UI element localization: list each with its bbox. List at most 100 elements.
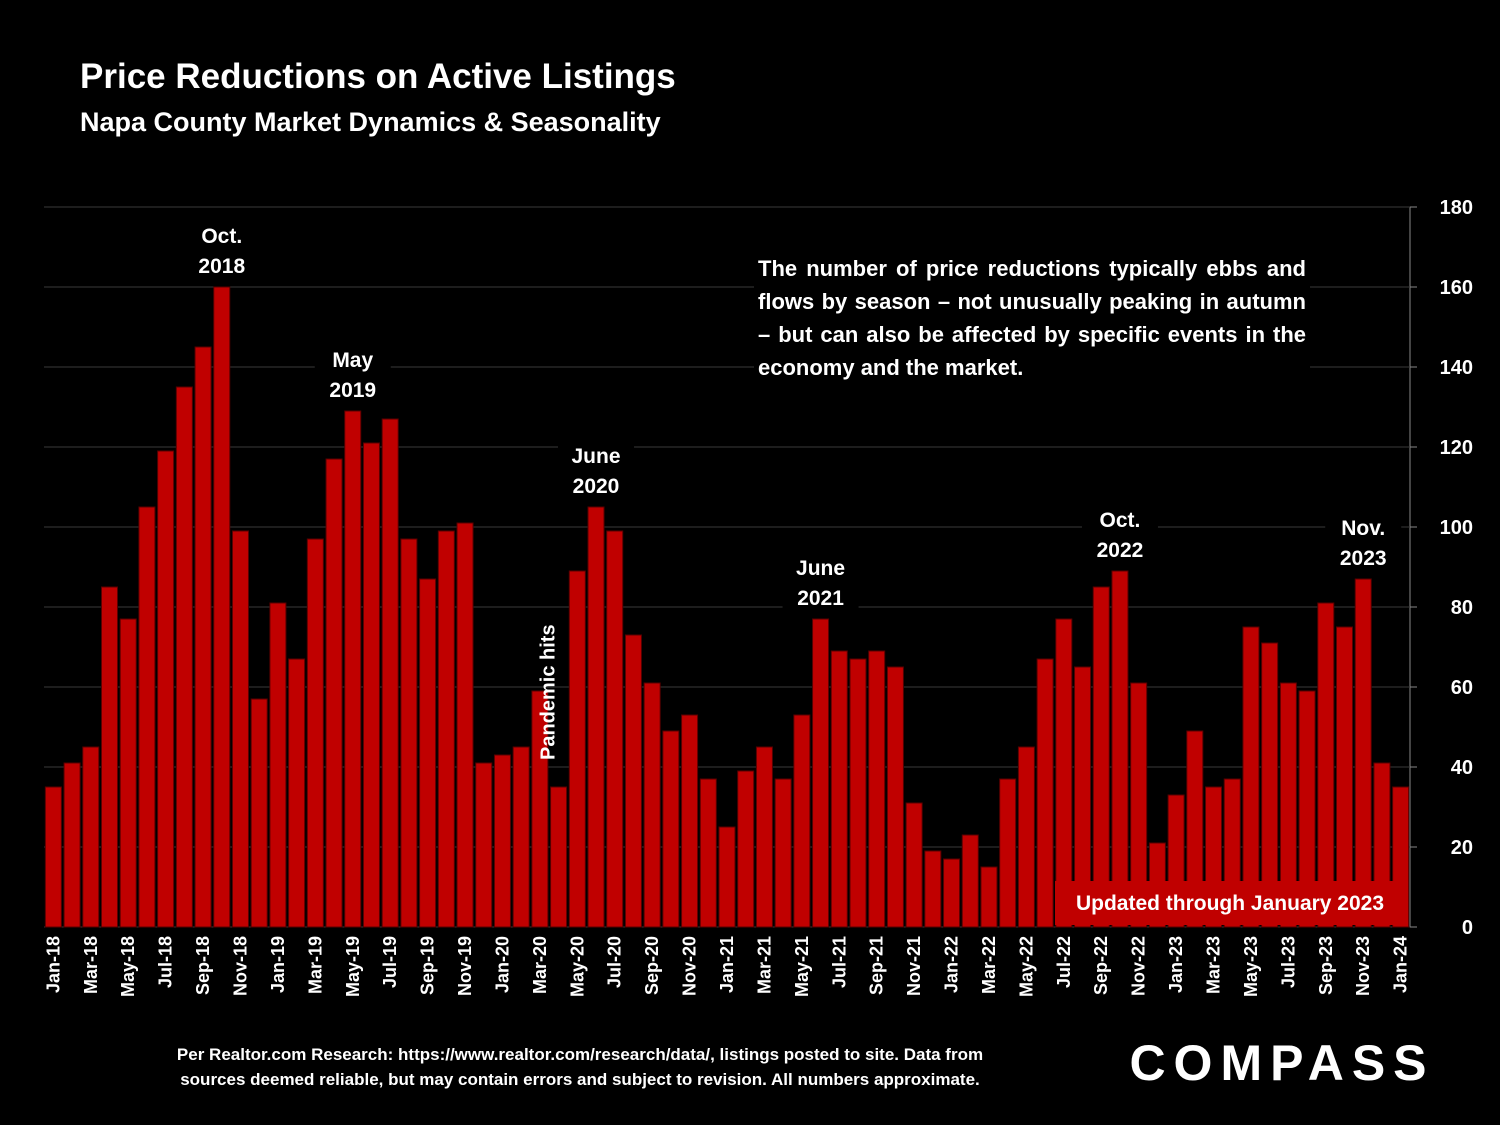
bar [1017,746,1035,928]
bar [213,286,231,928]
x-tick-label: May-23 [1241,936,1261,997]
x-tick-label: May-21 [792,936,812,997]
bar [587,506,605,928]
bar [924,850,942,928]
y-tick-label: 180 [1440,197,1473,219]
x-tick-label: Nov-19 [455,936,475,996]
bar [774,778,792,928]
bar [755,746,773,928]
bar [681,714,699,928]
x-tick-label: May-18 [118,936,138,997]
annotation: June [572,445,621,468]
y-tick-label: 40 [1451,757,1473,779]
x-tick-label: Sep-18 [193,936,213,995]
bar [231,530,249,928]
bar [175,386,193,928]
bar [568,570,586,928]
y-tick-label: 160 [1440,277,1473,299]
bar [793,714,811,928]
x-tick-label: Jul-23 [1278,936,1298,988]
x-tick-label: Jul-21 [829,936,849,988]
bar [119,618,137,928]
bar [868,650,886,928]
annotation: 2023 [1340,547,1387,570]
annotation: Oct. [1100,509,1141,532]
source: sources deemed reliable, but may contain… [180,1070,980,1089]
bar [849,658,867,928]
logo: COMPASS [1129,1035,1434,1091]
annotation: 2022 [1097,539,1144,562]
bar [100,586,118,928]
chart-subtitle: Napa County Market Dynamics & Seasonalit… [80,107,661,137]
bar [44,786,62,928]
x-tick-label: Jan-20 [492,936,512,993]
bar [157,450,175,928]
bar [1074,666,1092,928]
x-tick-label: Jan-24 [1391,936,1411,993]
x-tick-label: Mar-21 [754,936,774,994]
x-tick-label: Sep-23 [1316,936,1336,995]
y-tick-label: 60 [1451,677,1473,699]
bar [344,410,362,928]
x-tick-label: Sep-20 [642,936,662,995]
annotation-bg [1325,507,1402,569]
bar [1336,626,1354,928]
x-tick-label: Nov-21 [904,936,924,996]
bar [737,770,755,928]
bar [624,634,642,928]
updated-label: Updated through January 2023 [1076,892,1384,915]
bar [475,762,493,928]
x-tick-label: Jul-18 [156,936,176,988]
bar [456,522,474,928]
x-tick-label: Jan-21 [717,936,737,993]
y-tick-label: 0 [1462,917,1473,939]
annotation: Oct. [201,225,242,248]
bar [905,802,923,928]
bar [886,666,904,928]
bar [812,618,830,928]
bar [531,690,549,928]
x-tick-label: May-19 [343,936,363,997]
bar [606,530,624,928]
annotation-bg [314,339,391,401]
bar [437,530,455,928]
bar [1279,682,1297,928]
bar [830,650,848,928]
bar [194,346,212,928]
x-tick-label: Jan-19 [268,936,288,993]
x-tick-label: Sep-21 [867,936,887,995]
annotation: 2018 [198,255,245,278]
bar [82,746,100,928]
bar [1092,586,1110,928]
bar [643,682,661,928]
bar [550,786,568,928]
bar [1298,690,1316,928]
bar [419,578,437,928]
y-tick-label: 20 [1451,837,1473,859]
bar [1186,730,1204,928]
bar [1261,642,1279,928]
bar [381,418,399,928]
x-tick-label: Nov-23 [1353,936,1373,996]
x-tick-label: Jul-22 [1054,936,1074,988]
annotation: 2021 [797,587,844,610]
x-tick-label: Jul-20 [605,936,625,988]
bar [1055,618,1073,928]
x-tick-label: May-22 [1016,936,1036,997]
x-tick-label: Nov-22 [1129,936,1149,996]
x-tick-label: Mar-22 [979,936,999,994]
annotation: June [796,557,845,580]
bar [980,866,998,928]
bar [1242,626,1260,928]
bar [512,746,530,928]
bar [493,754,511,928]
x-tick-label: Jan-18 [43,936,63,993]
bar [1130,682,1148,928]
x-tick-label: Sep-19 [418,936,438,995]
bar [999,778,1017,928]
note: The number of price reductions typically… [754,252,1310,384]
bar [662,730,680,928]
x-tick-label: Mar-18 [81,936,101,994]
bar [1317,602,1335,928]
